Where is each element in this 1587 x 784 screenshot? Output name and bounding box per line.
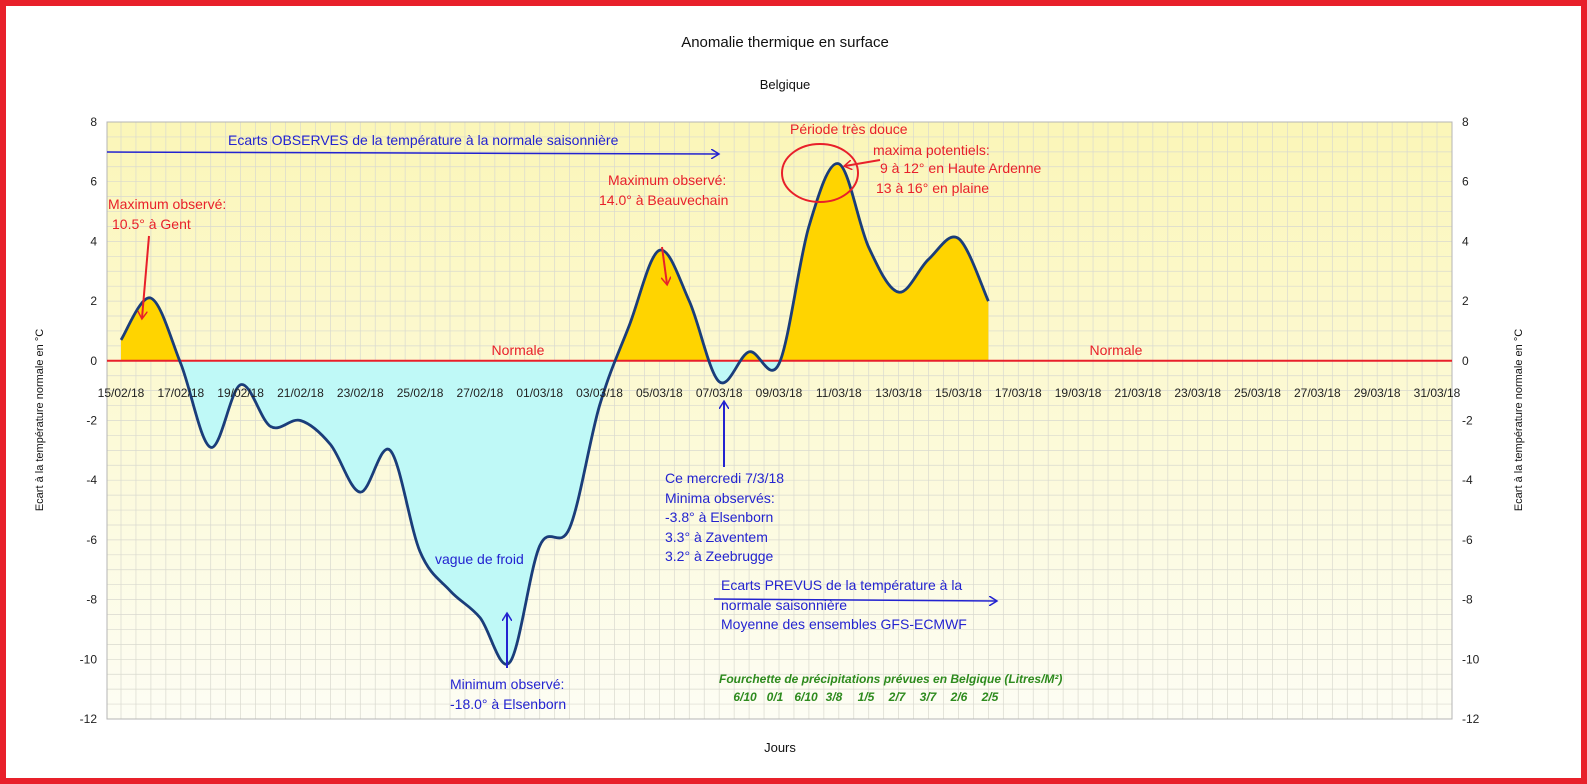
precip-value: 1/5	[858, 690, 875, 704]
normal-label-left: Normale	[492, 342, 545, 358]
y-tick-label-left: -8	[86, 593, 97, 607]
x-tick-label: 31/03/18	[1414, 386, 1461, 400]
positive-anomaly-area	[121, 163, 989, 361]
periode-douce-label: Période très douce	[790, 121, 908, 137]
x-tick-label: 27/03/18	[1294, 386, 1341, 400]
x-tick-label: 25/03/18	[1234, 386, 1281, 400]
y-ticks-right: 8 6 4 2 0 -2 -4 -6 -8 -10 -12	[1462, 115, 1480, 726]
max-beauvechain-line1: Maximum observé:	[608, 172, 726, 188]
x-tick-label: 21/02/18	[277, 386, 324, 400]
x-tick-label: 13/03/18	[875, 386, 922, 400]
y-tick-label-right: -4	[1462, 473, 1473, 487]
x-tick-label: 19/02/18	[217, 386, 264, 400]
y-tick-label-right: -6	[1462, 533, 1473, 547]
x-tick-label: 27/02/18	[457, 386, 504, 400]
prevus-line1: Ecarts PREVUS de la température à la	[721, 577, 962, 593]
maxima-potentiels-line2: 9 à 12° en Haute Ardenne	[880, 160, 1041, 176]
vague-froid-label: vague de froid	[435, 551, 524, 567]
y-axis-label-right: Ecart à la température normale en °C	[1513, 329, 1525, 511]
max-gent-line1: Maximum observé:	[108, 196, 226, 212]
y-tick-label-left: -2	[86, 414, 97, 428]
max-beauvechain-arrow	[661, 246, 667, 284]
maxima-potentiels-line1: maxima potentiels:	[873, 142, 990, 158]
min-elsenborn-line2: -18.0° à Elsenborn	[450, 696, 566, 712]
precip-value: 3/8	[826, 690, 843, 704]
x-tick-label: 15/03/18	[935, 386, 982, 400]
mercredi-line2: Minima observés:	[665, 490, 775, 506]
precip-value: 2/5	[981, 690, 999, 704]
x-tick-label: 25/02/18	[397, 386, 444, 400]
y-tick-label-left: 4	[90, 234, 97, 248]
periode-douce-circle	[781, 143, 859, 203]
precip-value: 6/10	[794, 690, 818, 704]
precip-value: 0/1	[767, 690, 784, 704]
y-tick-label-left: -12	[80, 712, 98, 726]
mercredi-line5: 3.2° à Zeebrugge	[665, 548, 774, 564]
y-tick-label-right: 4	[1462, 234, 1469, 248]
y-tick-label-right: 8	[1462, 115, 1469, 129]
y-tick-label-right: 2	[1462, 294, 1469, 308]
min-elsenborn-line1: Minimum observé:	[450, 676, 564, 692]
x-tick-label: 23/03/18	[1174, 386, 1221, 400]
chart-subtitle: Belgique	[760, 77, 811, 92]
prevus-arrow	[713, 599, 996, 601]
y-tick-label-right: 0	[1462, 354, 1469, 368]
prevus-line3: Moyenne des ensembles GFS-ECMWF	[721, 616, 967, 632]
mercredi-line4: 3.3° à Zaventem	[665, 529, 768, 545]
y-tick-label-left: -10	[80, 652, 98, 666]
x-tick-label: 17/02/18	[157, 386, 204, 400]
observed-arrow	[106, 152, 718, 154]
y-tick-label-right: -12	[1462, 712, 1480, 726]
precip-value: 6/10	[733, 690, 757, 704]
precip-value: 2/6	[950, 690, 968, 704]
x-tick-label: 17/03/18	[995, 386, 1042, 400]
precip-value: 2/7	[888, 690, 907, 704]
x-tick-label: 07/03/18	[696, 386, 743, 400]
y-tick-label-left: -6	[86, 533, 97, 547]
y-tick-label-right: -8	[1462, 593, 1473, 607]
x-tick-label: 23/02/18	[337, 386, 384, 400]
precip-title: Fourchette de précipitations prévues en …	[719, 672, 1062, 686]
x-tick-label: 09/03/18	[756, 386, 803, 400]
max-gent-arrow	[142, 235, 150, 318]
y-tick-label-left: 8	[90, 115, 97, 129]
prevus-line2: normale saisonnière	[721, 597, 847, 613]
series-line	[119, 162, 990, 666]
x-tick-label: 21/03/18	[1115, 386, 1162, 400]
y-ticks-left: 8 6 4 2 0 -2 -4 -6 -8 -10 -12	[80, 115, 98, 726]
maxima-arrow	[845, 159, 881, 166]
negative-anomaly-area	[121, 360, 989, 665]
y-tick-label-left: 2	[90, 294, 97, 308]
mercredi-line1: Ce mercredi 7/3/18	[665, 470, 784, 486]
x-tick-label: 01/03/18	[516, 386, 563, 400]
observed-banner: Ecarts OBSERVES de la température à la n…	[228, 132, 619, 148]
x-tick-label: 29/03/18	[1354, 386, 1401, 400]
y-tick-label-right: -10	[1462, 652, 1480, 666]
y-tick-label-left: 0	[90, 354, 97, 368]
y-axis-label-left: Ecart à la température normale en °C	[34, 329, 46, 511]
x-tick-label: 11/03/18	[816, 386, 862, 400]
y-tick-label-left: -4	[86, 473, 97, 487]
y-tick-label-left: 6	[90, 175, 97, 189]
y-tick-label-right: 6	[1462, 175, 1469, 189]
x-axis-label: Jours	[764, 740, 796, 755]
x-tick-label: 15/02/18	[98, 386, 145, 400]
max-beauvechain-line2: 14.0° à Beauvechain	[599, 192, 728, 208]
precip-value: 3/7	[920, 690, 938, 704]
x-ticks: 15/02/18 17/02/18 19/02/18 21/02/18 23/02/18…	[98, 386, 1461, 400]
x-tick-label: 19/03/18	[1055, 386, 1102, 400]
x-tick-label: 05/03/18	[636, 386, 683, 400]
x-tick-label: 03/03/18	[576, 386, 623, 400]
normal-label-right: Normale	[1090, 342, 1143, 358]
maxima-potentiels-line3: 13 à 16° en plaine	[876, 180, 989, 196]
y-tick-label-right: -2	[1462, 414, 1473, 428]
precip-values: 6/10 0/1 6/10 3/8 1/5 2/7 3/7 2/6 2/5	[733, 690, 998, 704]
mercredi-line3: -3.8° à Elsenborn	[665, 509, 773, 525]
plot-border	[106, 121, 1453, 720]
chart-title: Anomalie thermique en surface	[681, 34, 889, 51]
max-gent-line2: 10.5° à Gent	[112, 216, 191, 232]
